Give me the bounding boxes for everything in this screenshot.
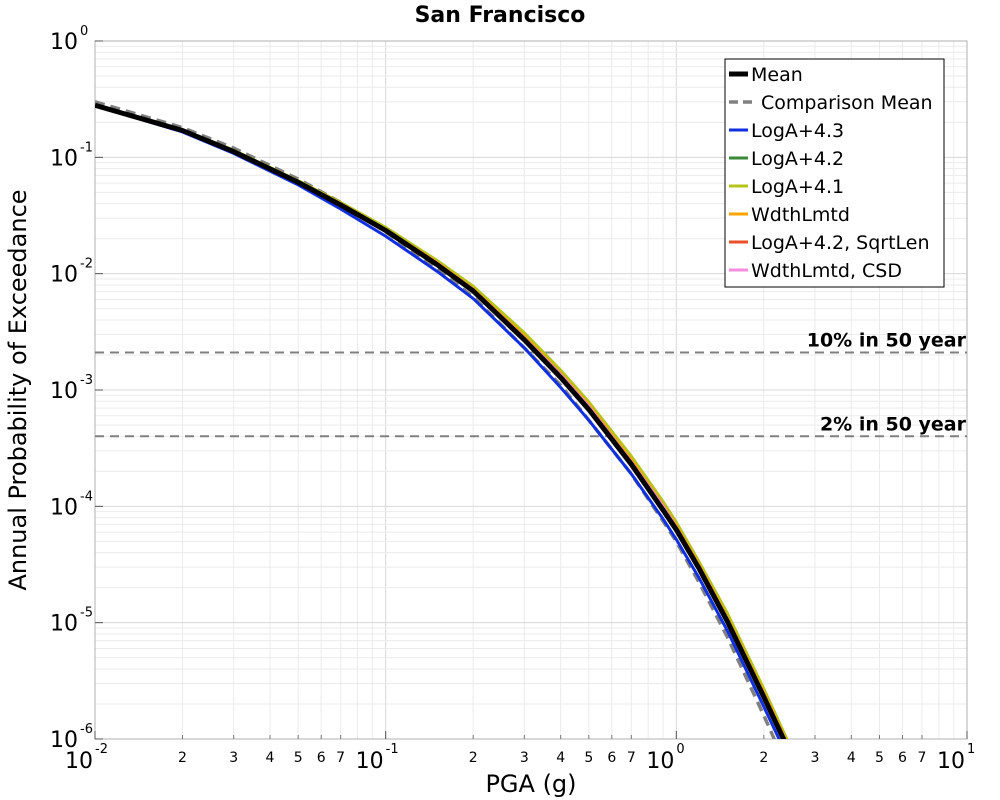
- y-tick-exponent: -4: [80, 489, 93, 504]
- x-tick-label: 10: [356, 749, 384, 774]
- y-tick-exponent: -3: [80, 373, 93, 388]
- legend-label: LogA+4.2: [751, 148, 844, 170]
- y-tick-label: 10: [50, 30, 78, 55]
- y-tick-label: 10: [50, 379, 78, 404]
- x-minor-tick-label: 6: [607, 750, 616, 766]
- x-minor-tick-label: 6: [898, 750, 907, 766]
- data-series: [95, 100, 789, 739]
- x-minor-tick-label: 2: [178, 750, 187, 766]
- x-minor-tick-label: 4: [847, 750, 856, 766]
- x-minor-tick-label: 7: [627, 750, 636, 766]
- x-minor-tick-label: 3: [520, 750, 529, 766]
- legend-label: WdthLmtd: [751, 204, 850, 226]
- x-axis-ticks: 10 -2 10 -1 10 0 10 12 3 4 5 6 7 2 3 4 5 6 7 2 3 4 5 6 7: [65, 731, 975, 774]
- legend-label: WdthLmtd, CSD: [751, 260, 902, 282]
- y-tick-label: 10: [50, 146, 78, 171]
- x-minor-tick-label: 2: [469, 750, 478, 766]
- legend-label: Comparison Mean: [761, 92, 933, 114]
- x-minor-tick-label: 4: [556, 750, 565, 766]
- x-tick-label: 10: [646, 749, 674, 774]
- legend-label: LogA+4.2, SqrtLen: [751, 232, 930, 254]
- x-minor-tick-label: 5: [875, 750, 884, 766]
- y-tick-label: 10: [50, 495, 78, 520]
- legend-label: LogA+4.1: [751, 176, 844, 198]
- reference-line-label: 2% in 50 year: [820, 413, 967, 435]
- x-tick-exponent: -1: [386, 742, 399, 757]
- x-minor-tick-label: 4: [266, 750, 275, 766]
- x-minor-tick-label: 2: [759, 750, 768, 766]
- y-tick-exponent: -1: [80, 140, 93, 155]
- x-tick-exponent: 1: [967, 742, 975, 757]
- legend-label: LogA+4.3: [751, 120, 844, 142]
- y-tick-exponent: 0: [80, 24, 88, 39]
- series-line: [95, 102, 787, 739]
- legend: Mean Comparison Mean LogA+4.3 LogA+4.2 LogA+…: [724, 58, 945, 288]
- reference-lines: 10% in 50 year 2% in 50 year: [95, 330, 967, 438]
- y-tick-label: 10: [50, 612, 78, 637]
- y-tick-label: 10: [50, 728, 78, 753]
- x-minor-tick-label: 6: [317, 750, 326, 766]
- legend-box: [724, 58, 945, 288]
- y-tick-exponent: -2: [80, 257, 93, 272]
- x-minor-tick-label: 7: [918, 750, 927, 766]
- y-tick-label: 10: [50, 263, 78, 288]
- x-tick-label: 10: [937, 749, 965, 774]
- x-tick-label: 10: [65, 749, 93, 774]
- y-tick-exponent: -6: [80, 722, 93, 737]
- legend-label: Mean: [751, 64, 803, 86]
- x-minor-tick-label: 5: [294, 750, 303, 766]
- x-minor-tick-label: 3: [229, 750, 238, 766]
- x-tick-exponent: -2: [95, 742, 108, 757]
- x-tick-exponent: 0: [676, 742, 684, 757]
- x-minor-tick-label: 3: [811, 750, 820, 766]
- x-axis-label: PGA (g): [485, 770, 576, 798]
- x-minor-tick-label: 5: [584, 750, 593, 766]
- y-tick-exponent: -5: [80, 606, 93, 621]
- y-axis-label: Annual Probability of Exceedance: [4, 189, 32, 590]
- reference-line-label: 10% in 50 year: [807, 330, 967, 352]
- x-minor-tick-label: 7: [336, 750, 345, 766]
- chart-title: San Francisco: [415, 3, 586, 28]
